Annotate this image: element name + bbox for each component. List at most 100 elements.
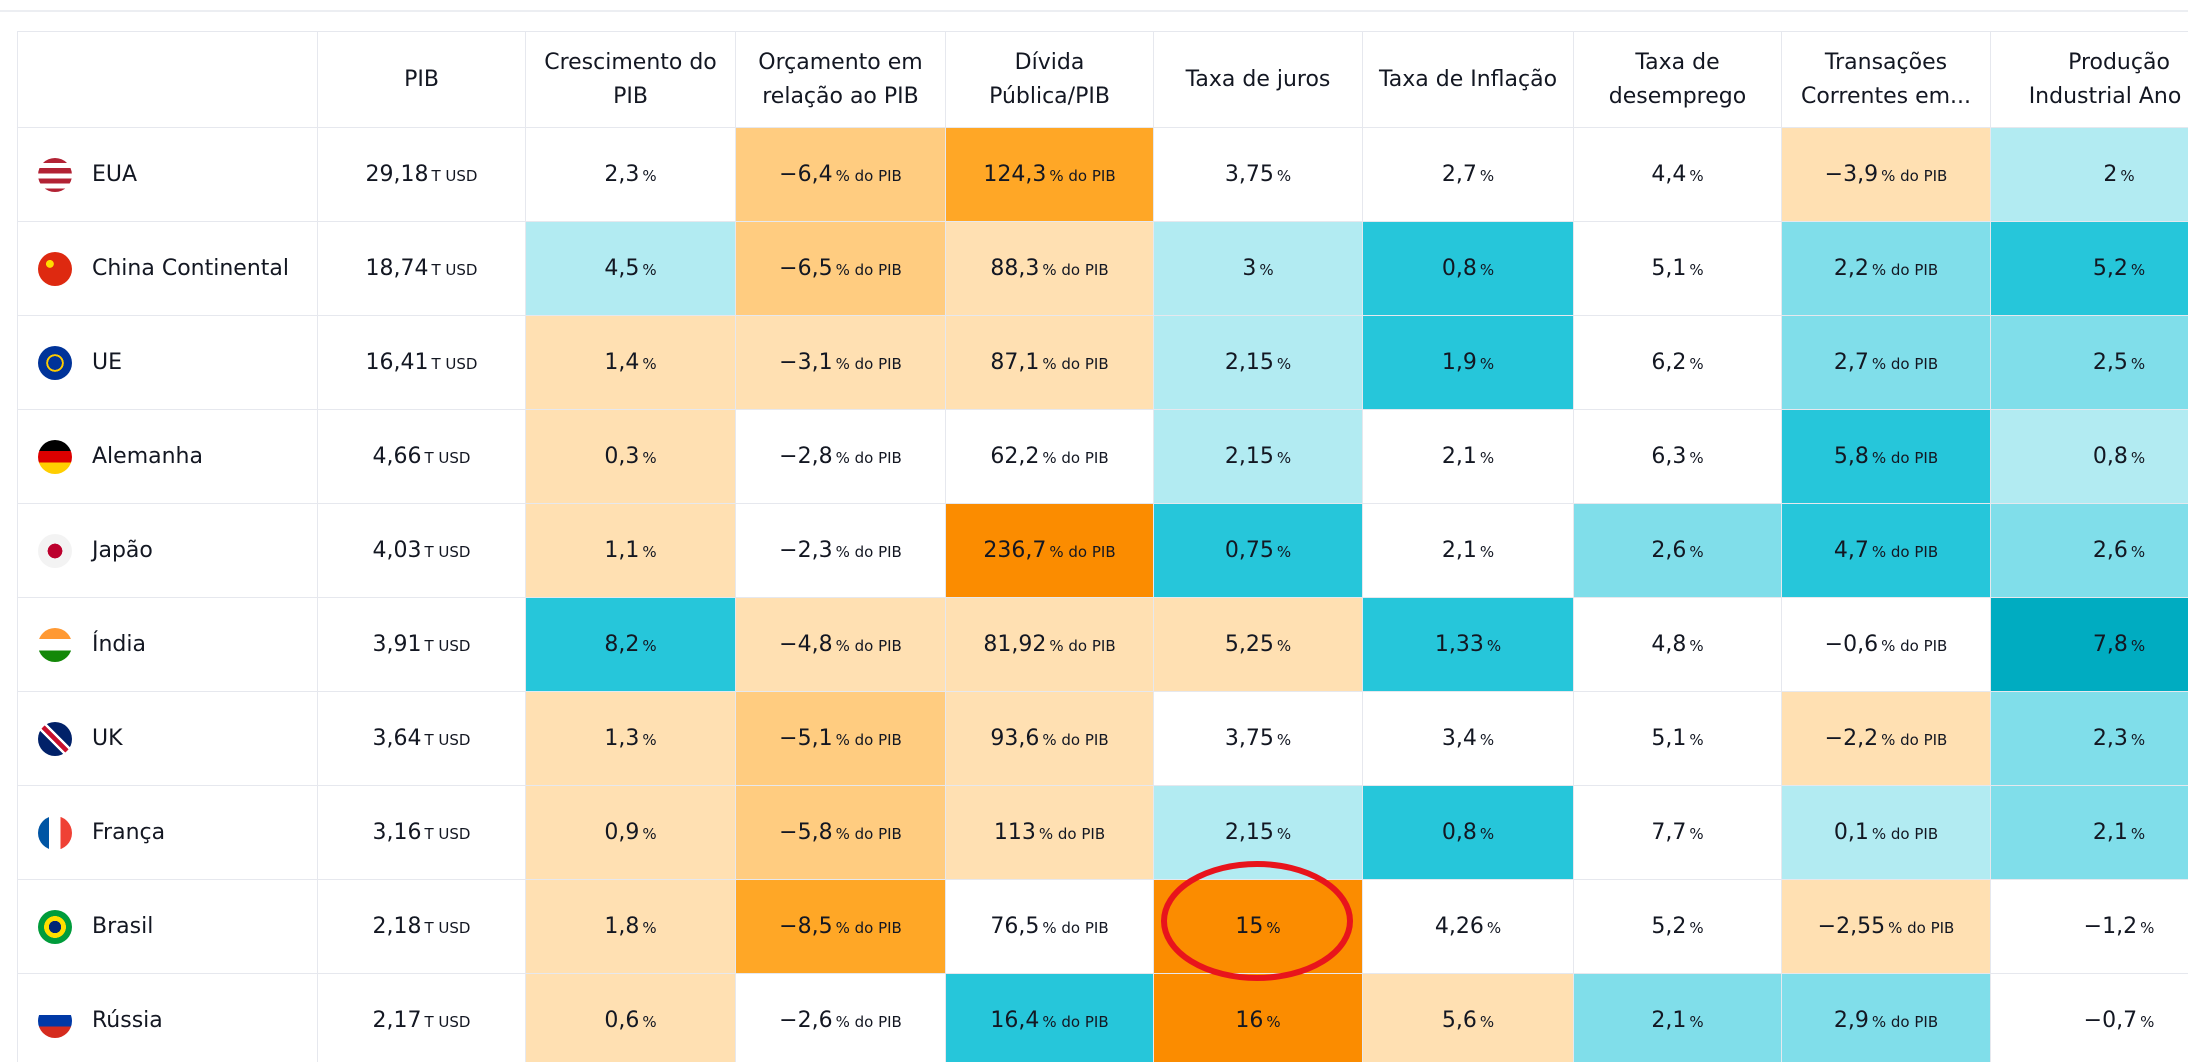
column-header: Crescimento do PIB — [525, 31, 736, 128]
cell-unit: % — [642, 731, 657, 749]
data-cell: −2,2% do PIB — [1781, 691, 1991, 786]
country-name: Brasil — [92, 913, 154, 939]
cell-value: 2,7 — [1833, 350, 1869, 375]
header-row: PIB Crescimento do PIB Orçamento em relação … — [17, 31, 2188, 128]
country-cell: Brasil — [17, 879, 318, 974]
flag-icon — [38, 1003, 72, 1038]
header-text: PIB — [404, 66, 439, 92]
cell-unit: % — [1689, 731, 1704, 749]
cell-value: 0,8 — [1441, 256, 1477, 281]
cell-unit: % do PIB — [1881, 167, 1948, 185]
data-cell: 87,1% do PIB — [945, 315, 1154, 410]
country-cell: Rússia — [17, 973, 318, 1062]
data-cell: −3,1% do PIB — [735, 315, 946, 410]
country-row: Rússia 2,17 T USD 0,6% −2,6% do PIB 16,4% do … — [17, 973, 2188, 1062]
cell-unit: % do PIB — [835, 449, 902, 467]
cell-value: 81,92 — [983, 632, 1047, 657]
country-row: Alemanha 4,66 T USD 0,3% −2,8% do PIB 62,2% d… — [17, 409, 2188, 504]
cell-value: 0,6 — [604, 1008, 640, 1033]
column-header: Orçamento em relação ao PIB — [735, 31, 946, 128]
data-cell: 4,66 T USD — [317, 409, 526, 504]
cell-unit: % do PIB — [835, 355, 902, 373]
data-cell: 113% do PIB — [945, 785, 1154, 880]
data-cell: 2,1% — [1990, 785, 2188, 880]
data-cell: 4,03 T USD — [317, 503, 526, 598]
cell-unit: % — [2140, 1013, 2155, 1031]
data-cell: 6,2% — [1573, 315, 1782, 410]
data-cell: 2,6% — [1990, 503, 2188, 598]
data-cell: 124,3% do PIB — [945, 127, 1154, 222]
cell-unit: % — [1479, 1013, 1495, 1031]
cell-value: 2,15 — [1224, 820, 1274, 845]
cell-value: 2,2 — [1833, 256, 1869, 281]
data-cell: −0,6% do PIB — [1781, 597, 1991, 692]
data-cell: −4,8% do PIB — [735, 597, 946, 692]
data-cell: 2,3% — [1990, 691, 2188, 786]
country-name: Índia — [92, 631, 146, 657]
data-cell: 62,2% do PIB — [945, 409, 1154, 504]
data-cell: 2% — [1990, 127, 2188, 222]
data-cell: 7,8% — [1990, 597, 2188, 692]
economy-table: PIB Crescimento do PIB Orçamento em relação … — [17, 31, 2188, 1062]
cell-value: −0,6 — [1824, 632, 1879, 657]
cell-unit: % do PIB — [835, 731, 902, 749]
cell-value: 93,6 — [990, 726, 1040, 751]
cell-value: 3,16 — [372, 820, 422, 845]
data-cell: 2,15% — [1153, 785, 1363, 880]
cell-unit: % do PIB — [1888, 919, 1955, 937]
cell-unit: % do PIB — [1042, 449, 1109, 467]
cell-value: 4,7 — [1833, 538, 1869, 563]
cell-value: 1,9 — [1441, 350, 1477, 375]
cell-value: −0,7 — [2083, 1008, 2138, 1033]
cell-value: 1,3 — [604, 726, 640, 751]
data-cell: 2,7% do PIB — [1781, 315, 1991, 410]
cell-value: 87,1 — [990, 350, 1040, 375]
cell-value: 2,3 — [2092, 726, 2128, 751]
data-cell: 0,9% — [525, 785, 736, 880]
cell-unit: T USD — [424, 637, 471, 655]
data-cell: 6,3% — [1573, 409, 1782, 504]
data-cell: 3,16 T USD — [317, 785, 526, 880]
cell-value: 2 — [2103, 162, 2118, 187]
header-text: Taxa de Inflação — [1378, 66, 1558, 92]
country-row: Japão 4,03 T USD 1,1% −2,3% do PIB 236,7% do … — [17, 503, 2188, 598]
flag-icon — [38, 251, 72, 286]
data-cell: −2,6% do PIB — [735, 973, 946, 1062]
data-cell: 7,7% — [1573, 785, 1782, 880]
column-header — [17, 31, 318, 128]
header-text: desemprego — [1608, 83, 1747, 109]
cell-unit: % — [1479, 261, 1495, 279]
country-cell: China Continental — [17, 221, 318, 316]
cell-value: 6,3 — [1651, 444, 1687, 469]
country-name: China Continental — [92, 255, 289, 281]
header-text: Orçamento em — [758, 49, 923, 75]
data-cell: 0,8% — [1362, 221, 1574, 316]
cell-value: −3,9 — [1824, 162, 1879, 187]
cell-value: 76,5 — [990, 914, 1040, 939]
cell-value: −2,6 — [779, 1008, 833, 1033]
cell-unit: % — [1689, 1013, 1704, 1031]
country-cell: Japão — [17, 503, 318, 598]
cell-value: 1,4 — [604, 350, 640, 375]
cell-unit: % — [2130, 543, 2146, 561]
data-cell: 2,17 T USD — [317, 973, 526, 1062]
cell-value: 2,17 — [372, 1008, 422, 1033]
header-text: Crescimento do — [544, 49, 717, 75]
cell-unit: % — [1266, 1013, 1281, 1031]
data-cell: 4,7% do PIB — [1781, 503, 1991, 598]
cell-value: 4,26 — [1434, 914, 1484, 939]
flag-icon — [38, 157, 72, 192]
data-cell: −6,5% do PIB — [735, 221, 946, 316]
cell-unit: % — [2130, 825, 2146, 843]
data-cell: 16,41 T USD — [317, 315, 526, 410]
data-cell: 16,4% do PIB — [945, 973, 1154, 1062]
cell-unit: % do PIB — [1042, 1013, 1109, 1031]
cell-unit: % — [2130, 449, 2146, 467]
cell-value: −8,5 — [779, 914, 833, 939]
data-cell: 3,75% — [1153, 127, 1363, 222]
cell-value: 88,3 — [990, 256, 1040, 281]
data-cell: 0,6% — [525, 973, 736, 1062]
cell-value: −4,8 — [779, 632, 833, 657]
data-cell: 1,33% — [1362, 597, 1574, 692]
cell-unit: % — [1689, 919, 1704, 937]
